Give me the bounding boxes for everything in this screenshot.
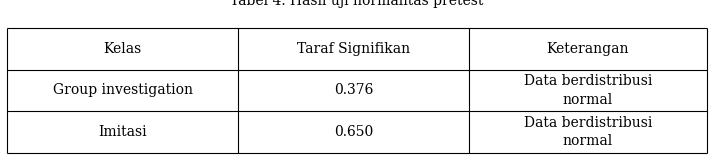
Text: Imitasi: Imitasi: [99, 125, 147, 139]
Text: Tabel 4. Hasil uji normalitas pretest: Tabel 4. Hasil uji normalitas pretest: [231, 0, 483, 8]
Text: 0.376: 0.376: [334, 83, 373, 98]
Text: Group investigation: Group investigation: [53, 83, 193, 98]
Text: Data berdistribusi
normal: Data berdistribusi normal: [524, 74, 652, 107]
Text: Taraf Signifikan: Taraf Signifikan: [297, 42, 410, 56]
Text: Data berdistribusi
normal: Data berdistribusi normal: [524, 116, 652, 148]
Text: 0.650: 0.650: [334, 125, 373, 139]
Text: Keterangan: Keterangan: [547, 42, 629, 56]
Text: Kelas: Kelas: [104, 42, 141, 56]
